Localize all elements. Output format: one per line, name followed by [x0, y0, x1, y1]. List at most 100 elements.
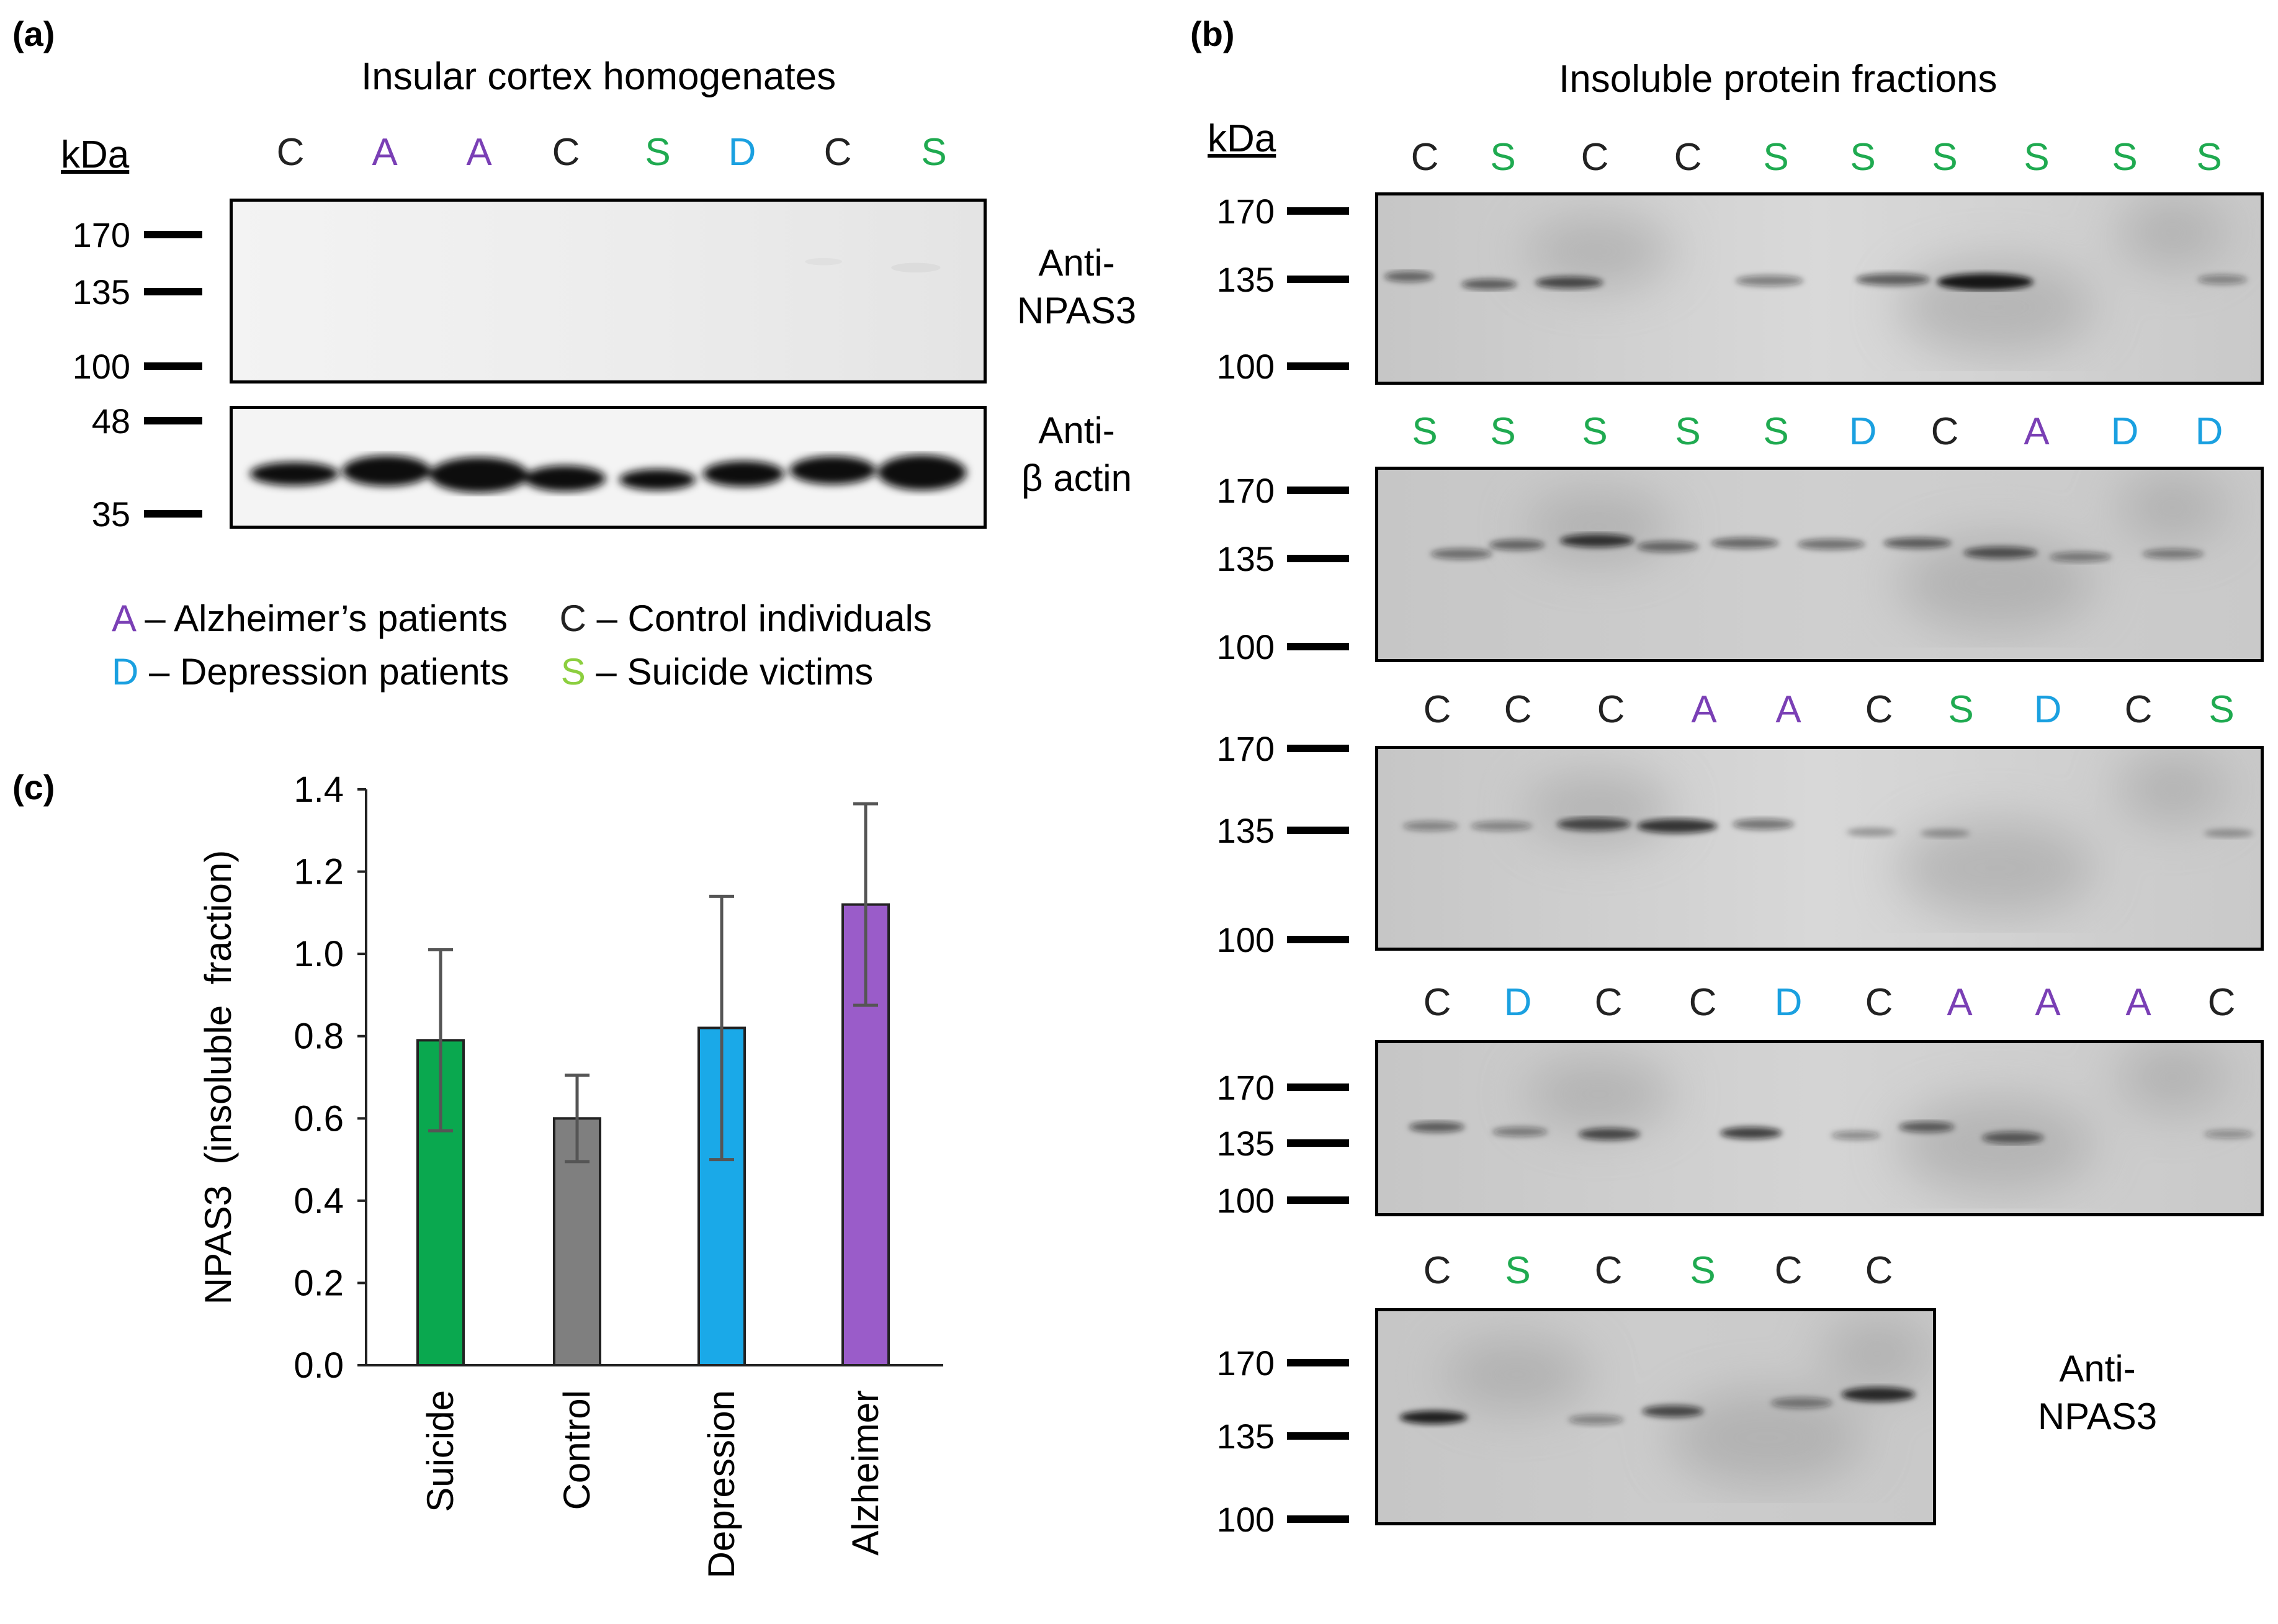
lane-label: C [2124, 688, 2153, 731]
panel-c-label: (c) [12, 768, 55, 807]
panel-a-actin-blot [230, 406, 987, 529]
mw-marker-tick [1287, 1432, 1349, 1440]
panel-a-actin-antibody-label: Anti- β actin [1005, 407, 1148, 503]
lane-label: S [1932, 136, 1958, 179]
mw-marker-tick [1287, 1196, 1349, 1204]
antibody-line: NPAS3 [1016, 289, 1137, 331]
lane-label: A [2035, 981, 2061, 1024]
antibody-line: Anti- [1038, 410, 1115, 451]
mw-marker-label: 135 [72, 272, 130, 312]
mw-marker-label: 170 [1216, 1344, 1275, 1383]
panel-b-blot-image [1378, 195, 2261, 382]
lane-label: D [1504, 981, 1532, 1024]
mw-marker-tick [144, 417, 202, 424]
panel-b-blot-2 [1375, 467, 2264, 662]
lane-label: C [1865, 981, 1893, 1024]
mw-marker-tick [1287, 555, 1349, 562]
panel-b-blot-image [1378, 1311, 1933, 1522]
panel-a-actin-blot-image [233, 409, 984, 526]
legend-text-d: – Depression patients [138, 651, 509, 693]
mw-marker-tick [1287, 1359, 1349, 1366]
lane-label: C [1423, 688, 1451, 731]
panel-b-blot-4 [1375, 1040, 2264, 1216]
y-tick-label: 1.4 [294, 769, 344, 810]
panel-b-blot-3 [1375, 746, 2264, 951]
lane-label: A [466, 131, 492, 174]
lane-label: C [1594, 1249, 1623, 1292]
mw-marker-tick [144, 231, 202, 238]
lane-label: A [372, 131, 398, 174]
lane-label: C [1423, 981, 1451, 1024]
mw-marker-label: 170 [1216, 471, 1275, 510]
antibody-line: Anti- [2059, 1348, 2136, 1389]
mw-marker-tick [1287, 643, 1349, 650]
mw-marker-label: 48 [91, 402, 130, 441]
mw-marker-label: 100 [72, 347, 130, 386]
mw-marker-label: 100 [1216, 347, 1275, 386]
y-tick-label: 0.6 [294, 1098, 344, 1139]
lane-label: C [1674, 136, 1702, 179]
lane-label: C [1410, 136, 1439, 179]
mw-marker-tick [1287, 1139, 1349, 1147]
legend-text-s: – Suicide victims [585, 651, 874, 693]
lane-label: D [2034, 688, 2062, 731]
legend-letter-s: S [560, 651, 586, 693]
lane-label: S [1582, 410, 1608, 453]
panel-b-blot-image [1378, 749, 2261, 948]
mw-marker-tick [1287, 276, 1349, 283]
panel-a-npas3-blot-image [233, 202, 984, 380]
legend-letter-c: C [559, 598, 586, 639]
lane-label: A [2024, 410, 2050, 453]
lane-label: A [1947, 981, 1973, 1024]
lane-label: S [1850, 136, 1876, 179]
panel-b-label: (b) [1190, 14, 1235, 53]
legend-text-a: – Alzheimer’s patients [134, 598, 508, 639]
mw-marker-tick [144, 288, 202, 295]
mw-marker-tick [1287, 1515, 1349, 1523]
lane-label: A [1775, 688, 1801, 731]
mw-marker-label: 100 [1216, 1181, 1275, 1220]
lane-label: C [1581, 136, 1609, 179]
lane-label: S [921, 131, 947, 174]
mw-marker-label: 135 [1216, 1417, 1275, 1456]
lane-label: S [1763, 136, 1789, 179]
panel-b-blot-5 [1375, 1308, 1936, 1525]
x-category-label: Depression [701, 1390, 742, 1579]
legend-row-1: A – Alzheimer’s patients C – Control ind… [112, 597, 932, 640]
y-tick-label: 0.8 [294, 1016, 344, 1057]
mw-marker-tick [1287, 827, 1349, 834]
mw-marker-label: 135 [1216, 811, 1275, 850]
panel-a-label: (a) [12, 14, 55, 53]
lane-label: S [1505, 1249, 1531, 1292]
mw-marker-tick [144, 362, 202, 370]
mw-marker-label: 35 [91, 495, 130, 534]
lane-label: C [1597, 688, 1625, 731]
legend-text-c: – Control individuals [586, 598, 932, 639]
mw-marker-tick [1287, 745, 1349, 752]
bar-depression [697, 1026, 746, 1366]
mw-marker-label: 170 [1216, 192, 1275, 231]
lane-label: S [1490, 136, 1516, 179]
mw-marker-label: 100 [1216, 627, 1275, 666]
panel-a-kda-label: kDa [61, 133, 130, 176]
bar-alzheimer [841, 903, 890, 1366]
lane-label: C [1930, 410, 1959, 453]
y-axis-label: NPAS3 (insoluble fraction) [197, 850, 239, 1305]
lane-label: S [1490, 410, 1516, 453]
panel-b-title: Insoluble protein fractions [1559, 58, 1998, 101]
lane-label: S [2024, 136, 2050, 179]
mw-marker-label: 135 [1216, 260, 1275, 299]
lane-label: C [2207, 981, 2236, 1024]
lane-label: C [1865, 1249, 1893, 1292]
lane-label: C [1865, 688, 1893, 731]
lane-label: S [2112, 136, 2138, 179]
x-category-label: Suicide [419, 1390, 461, 1512]
panel-a-title: Insular cortex homogenates [361, 55, 836, 98]
panel-b-blot-image [1378, 470, 2261, 659]
lane-label: S [645, 131, 671, 174]
mw-marker-tick [1287, 487, 1349, 494]
lane-label: C [1594, 981, 1623, 1024]
lane-label: D [2110, 410, 2139, 453]
y-tick-label: 0.2 [294, 1263, 344, 1303]
mw-marker-label: 100 [1216, 1500, 1275, 1539]
